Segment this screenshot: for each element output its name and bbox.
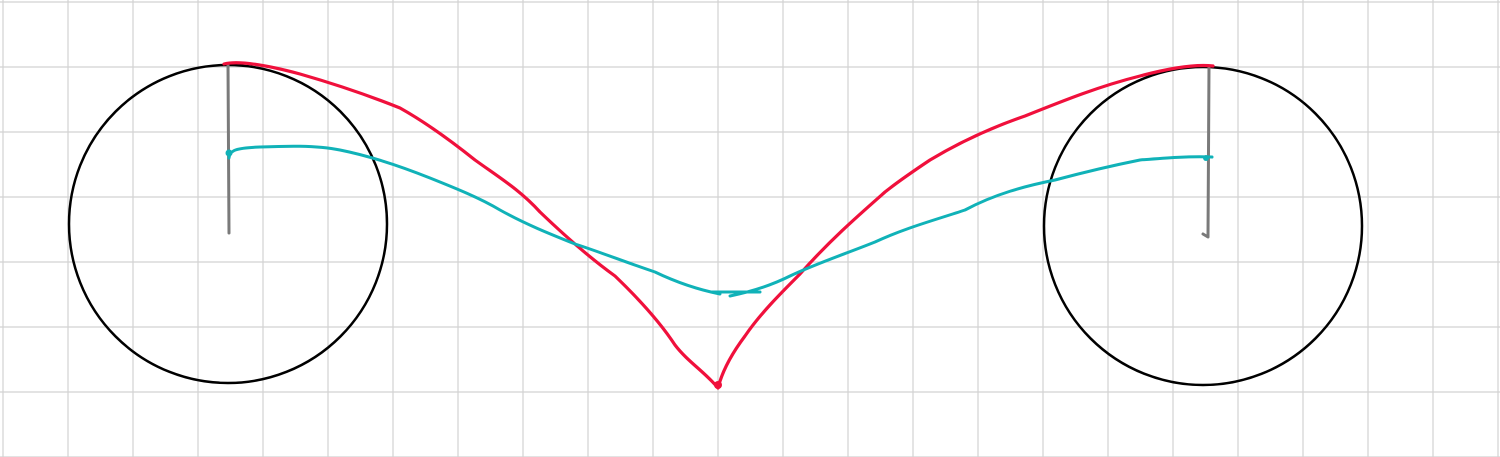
red-vertex-point (714, 381, 722, 389)
right-radius-line (1201, 64, 1211, 239)
left-teal-endpoint (225, 149, 233, 157)
red-curve (222, 61, 1215, 390)
teal-curve (227, 144, 1214, 298)
right-teal-endpoint (1203, 155, 1209, 161)
right-circle (1042, 65, 1364, 387)
left-radius-line (226, 62, 231, 235)
